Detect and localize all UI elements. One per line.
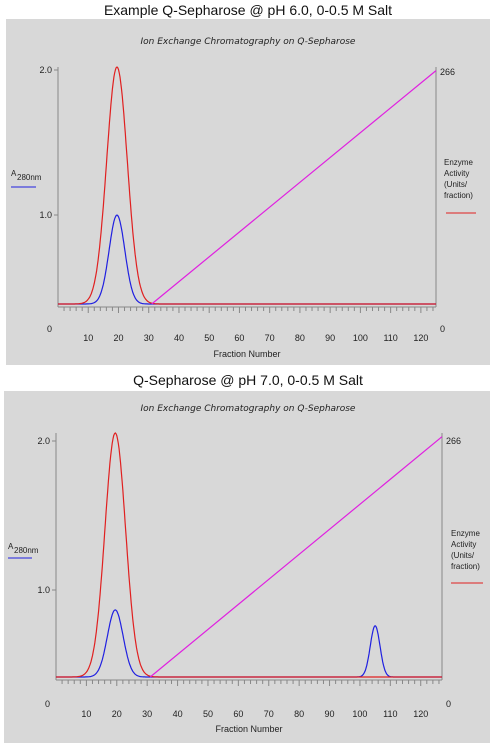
x-tick-label: 80 — [294, 709, 304, 719]
activity-series-line — [58, 66, 436, 305]
y-left-tick-label: 2.0 — [39, 65, 52, 75]
x-tick-label: 20 — [112, 709, 122, 719]
x-tick-label: 100 — [352, 709, 367, 719]
y-right-axis-label-line: fraction) — [451, 562, 480, 571]
x-tick-label: 50 — [203, 709, 213, 719]
y-right-tick-label: 266 — [446, 436, 461, 446]
y-left-tick-label: 2.0 — [37, 436, 50, 446]
y-left-axis-label: A — [8, 542, 14, 551]
x-tick-label: 60 — [233, 709, 243, 719]
y-right-axis-label-line: Enzyme — [444, 158, 473, 167]
salt-series-line — [151, 70, 437, 305]
x-tick-label: 10 — [81, 709, 91, 719]
x-tick-label: 110 — [383, 709, 397, 719]
x-tick-label: 40 — [173, 709, 183, 719]
x-tick-label: 50 — [204, 333, 214, 343]
x-tick-label: 80 — [295, 333, 305, 343]
y-left-axis-label: A — [11, 169, 17, 178]
y-right-axis-label-line: Activity — [444, 169, 469, 178]
y-right-axis-label-line: Enzyme — [451, 529, 480, 538]
y-left-axis-label-sub: 280nm — [14, 546, 39, 555]
chart-subtitle: Ion Exchange Chromatography on Q-Sepharo… — [141, 37, 356, 47]
y-left-axis-label-sub: 280nm — [17, 173, 42, 182]
x-tick-label: 120 — [413, 709, 428, 719]
y-right-axis-label-line: (Units/ — [444, 180, 468, 189]
x-tick-label: 20 — [113, 333, 123, 343]
chart-2: Ion Exchange Chromatography on Q-Sepharo… — [4, 391, 490, 743]
y-left-tick-label: 0 — [45, 699, 50, 709]
chart-2-title: Q-Sepharose @ pH 7.0, 0-0.5 M Salt — [133, 372, 363, 388]
y-left-tick-label: 0 — [47, 324, 52, 334]
y-right-axis-label-line: Activity — [451, 540, 476, 549]
y-right-axis-label-line: fraction) — [444, 191, 473, 200]
x-tick-label: 70 — [265, 333, 275, 343]
y-left-tick-label: 1.0 — [39, 210, 52, 220]
x-tick-label: 90 — [325, 709, 335, 719]
y-right-tick-label: 0 — [440, 324, 445, 334]
plot-background — [4, 391, 490, 743]
x-axis-label: Fraction Number — [215, 724, 282, 734]
plot-background — [6, 19, 490, 365]
x-axis-label: Fraction Number — [213, 349, 280, 359]
x-tick-label: 90 — [325, 333, 335, 343]
chart-1-title: Example Q-Sepharose @ pH 6.0, 0-0.5 M Sa… — [103, 2, 393, 18]
activity-series-line — [56, 432, 442, 678]
chart-subtitle: Ion Exchange Chromatography on Q-Sepharo… — [141, 404, 356, 414]
x-tick-label: 60 — [234, 333, 244, 343]
x-tick-label: 120 — [413, 333, 428, 343]
salt-series-line — [149, 436, 443, 678]
x-tick-label: 40 — [174, 333, 184, 343]
x-tick-label: 10 — [83, 333, 93, 343]
y-right-tick-label: 266 — [440, 67, 455, 77]
x-tick-label: 30 — [144, 333, 154, 343]
x-tick-label: 30 — [142, 709, 152, 719]
y-right-tick-label: 0 — [446, 699, 451, 709]
x-tick-label: 70 — [264, 709, 274, 719]
y-left-tick-label: 1.0 — [37, 585, 50, 595]
x-tick-label: 100 — [353, 333, 368, 343]
y-right-axis-label-line: (Units/ — [451, 551, 475, 560]
chart-1: Ion Exchange Chromatography on Q-Sepharo… — [6, 19, 490, 365]
x-tick-label: 110 — [383, 333, 397, 343]
